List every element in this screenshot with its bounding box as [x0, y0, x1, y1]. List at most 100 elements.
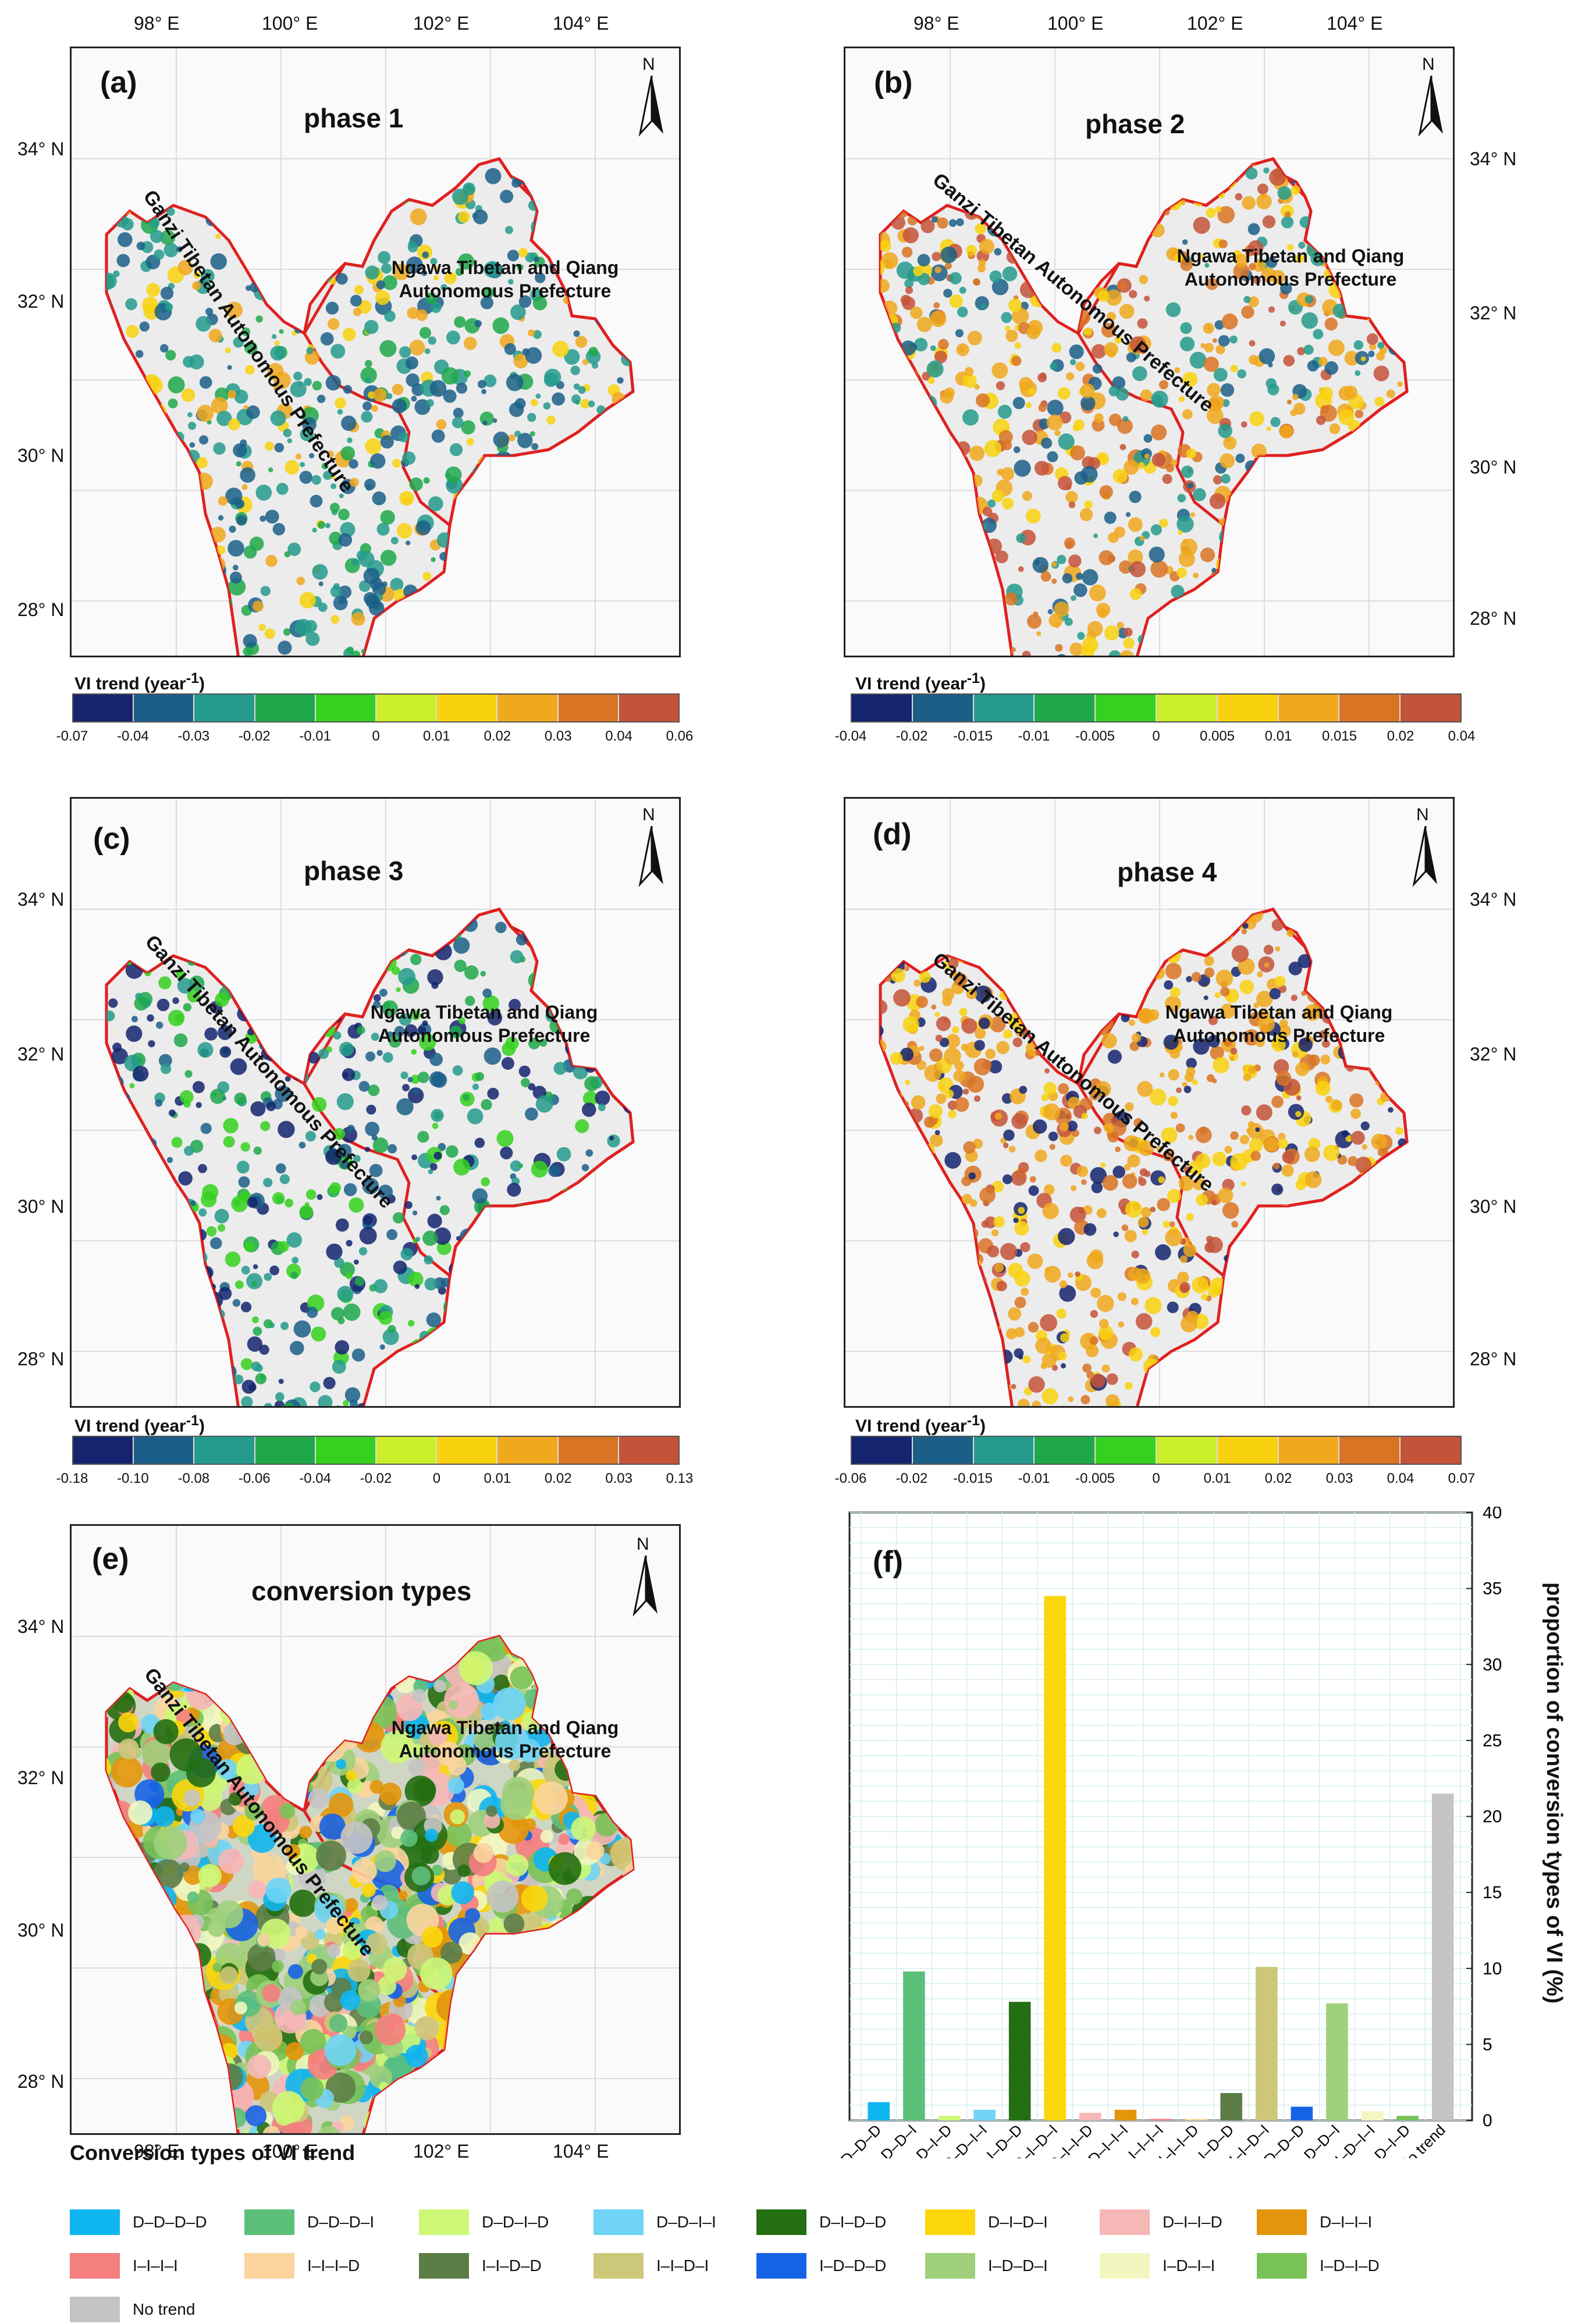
panel-letter-b: (b)	[874, 65, 912, 100]
legend-swatch	[419, 2253, 469, 2279]
colorbar-d	[851, 1436, 1462, 1465]
panel-title-b: phase 2	[1085, 108, 1185, 140]
colorbar-tick: 0.015	[1322, 728, 1357, 745]
colorbar-segment	[134, 695, 194, 721]
colorbar-tick: 0.04	[605, 728, 632, 745]
north-arrow-icon	[628, 1556, 663, 1620]
lat-tick: 30° N	[17, 1196, 64, 1218]
legend-swatch	[70, 2209, 120, 2235]
colorbar-segment	[376, 695, 437, 721]
legend-item: I–I–I–I	[70, 2251, 178, 2280]
lon-tick: 104° E	[1327, 13, 1382, 34]
legend-item: D–I–I–I	[1257, 2208, 1372, 2237]
bar	[1362, 2111, 1384, 2120]
colorbar-segment	[913, 695, 974, 721]
legend-label: D–I–I–I	[1320, 2213, 1372, 2232]
colorbar-tick: 0.13	[666, 1471, 694, 1487]
north-arrow-icon	[634, 76, 669, 140]
colorbar-segment	[437, 1437, 497, 1464]
colorbar-title-d: VI trend (year-1)	[855, 1412, 986, 1436]
lat-tick: 30° N	[17, 445, 64, 467]
colorbar-tick: -0.005	[1075, 1471, 1115, 1487]
legend-swatch	[925, 2253, 975, 2279]
colorbar-c	[72, 1436, 680, 1465]
lat-tick: 30° N	[1470, 457, 1516, 478]
lon-tick: 102° E	[413, 2141, 469, 2162]
bar	[1185, 2119, 1207, 2120]
bar	[1009, 2002, 1031, 2120]
legend-swatch	[70, 2297, 120, 2322]
bar	[1150, 2119, 1172, 2120]
legend-label: D–D–D–I	[307, 2213, 374, 2232]
colorbar-segment	[1401, 695, 1460, 721]
legend-item: D–I–I–D	[1100, 2208, 1222, 2237]
lat-tick: 32° N	[17, 1044, 64, 1065]
colorbar-tick: 0	[372, 728, 379, 745]
colorbar-tick: -0.03	[177, 728, 209, 745]
lat-tick: 28° N	[17, 599, 64, 621]
legend-label: D–D–I–D	[482, 2213, 549, 2232]
colorbar-segment	[974, 695, 1035, 721]
lon-tick: 104° E	[553, 2141, 609, 2162]
legend-label: I–I–I–D	[307, 2257, 360, 2275]
lon-tick: 98° E	[914, 13, 959, 34]
colorbar-tick: 0.01	[1204, 1471, 1231, 1487]
colorbar-tick: 0.04	[1448, 728, 1476, 745]
north-label-a: N	[642, 55, 655, 74]
colorbar-segment	[1096, 695, 1157, 721]
colorbar-segment	[1339, 1437, 1401, 1464]
colorbar-title-c: VI trend (year-1)	[74, 1412, 205, 1436]
y-tick-label: 35	[1483, 1579, 1502, 1599]
colorbar-tick: -0.005	[1075, 728, 1115, 745]
lat-tick: 28° N	[17, 1348, 64, 1370]
bar	[1256, 1967, 1278, 2120]
colorbar-tick: -0.02	[896, 728, 928, 745]
colorbar-segment	[255, 1437, 316, 1464]
colorbar-tick: 0.03	[545, 728, 572, 745]
legend-item: No trend	[70, 2295, 195, 2324]
colorbar-tick: 0	[433, 1471, 440, 1487]
colorbar-segment	[1157, 1437, 1218, 1464]
colorbar-segment	[316, 695, 376, 721]
lat-tick: 28° N	[1470, 608, 1516, 629]
legend-item: I–I–D–D	[419, 2251, 542, 2280]
colorbar-tick: 0.01	[423, 728, 450, 745]
legend-item: D–D–I–I	[593, 2208, 716, 2237]
colorbar-tick: 0.02	[1265, 1471, 1292, 1487]
y-tick-label: 15	[1483, 1883, 1502, 1902]
bar	[868, 2102, 890, 2120]
legend-label: I–I–I–I	[133, 2257, 178, 2275]
colorbar-segment	[1279, 695, 1340, 721]
legend-swatch	[419, 2209, 469, 2235]
legend-label: I–D–D–I	[988, 2257, 1048, 2275]
legend-item: I–D–D–I	[925, 2251, 1048, 2280]
legend-item: D–I–D–I	[925, 2208, 1048, 2237]
lat-tick: 28° N	[1470, 1348, 1516, 1370]
legend-label: No trend	[133, 2300, 195, 2319]
colorbar-segment	[1035, 695, 1096, 721]
y-tick-label: 0	[1483, 2111, 1492, 2130]
panel-letter-a: (a)	[100, 65, 137, 100]
legend-label: I–I–D–I	[656, 2257, 709, 2275]
bar	[1220, 2093, 1242, 2120]
legend-label: I–D–I–D	[1320, 2257, 1380, 2275]
legend-label: I–D–I–I	[1163, 2257, 1215, 2275]
colorbar-tick: -0.10	[117, 1471, 149, 1487]
lat-tick: 34° N	[1470, 889, 1516, 910]
legend-label: I–I–D–D	[482, 2257, 542, 2275]
lon-tick: 98° E	[134, 13, 180, 34]
bar	[939, 2116, 961, 2120]
y-tick-label: 5	[1483, 2035, 1492, 2054]
panel-letter-d: (d)	[873, 817, 911, 852]
panel-title-e: conversion types	[251, 1575, 471, 1607]
colorbar-segment	[619, 1437, 678, 1464]
colorbar-segment	[852, 1437, 913, 1464]
colorbar-segment	[1218, 1437, 1279, 1464]
y-tick-label: 20	[1483, 1807, 1502, 1827]
north-arrow-icon	[1408, 826, 1443, 890]
colorbar-tick: 0.005	[1200, 728, 1235, 745]
colorbar-tick: -0.06	[835, 1471, 867, 1487]
legend-swatch	[925, 2209, 975, 2235]
